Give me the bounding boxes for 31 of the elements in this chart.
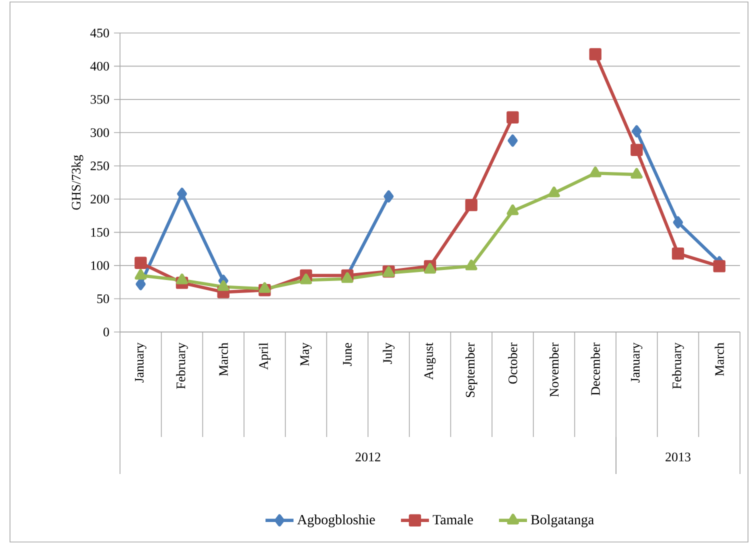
x-tick-label: January [135, 342, 146, 383]
x-tick-label: March [218, 342, 228, 376]
y-tick-label: 100 [91, 261, 109, 270]
x-tick-label: March [714, 342, 724, 376]
x-tick-label: February [672, 342, 684, 389]
y-tick-label: 450 [90, 28, 109, 38]
y-tick-label: 50 [97, 294, 109, 304]
y-tick-label: 200 [90, 194, 109, 204]
y-tick-label: 350 [90, 95, 109, 104]
legend-label: Tamale [432, 514, 473, 524]
x-tick-label: February [176, 342, 188, 389]
x-tick-label: August [424, 342, 436, 380]
text: 2013 [666, 452, 690, 462]
x-tick-label: December [590, 342, 600, 396]
legend-label: Agbogbloshie [297, 514, 375, 528]
y-axis-title: GHS/73kg [71, 155, 84, 210]
text: 2012 [356, 452, 380, 462]
legend-label: Bolgatanga [530, 514, 594, 528]
x-tick-label: April [258, 342, 271, 370]
x-tick-label: January [631, 342, 642, 383]
x-tick-label: October [508, 342, 518, 384]
x-tick-label: November [549, 342, 559, 397]
x-tick-label: June [343, 342, 352, 366]
y-tick-label: 400 [90, 62, 109, 71]
x-tick-label: July [382, 342, 395, 364]
x-tick-label: May [300, 342, 312, 366]
y-tick-label: 0 [104, 328, 109, 336]
y-tick-label: 300 [90, 128, 109, 138]
x-tick-label: September [465, 342, 478, 398]
y-tick-label: 150 [91, 228, 109, 237]
y-tick-label: 250 [90, 162, 109, 170]
